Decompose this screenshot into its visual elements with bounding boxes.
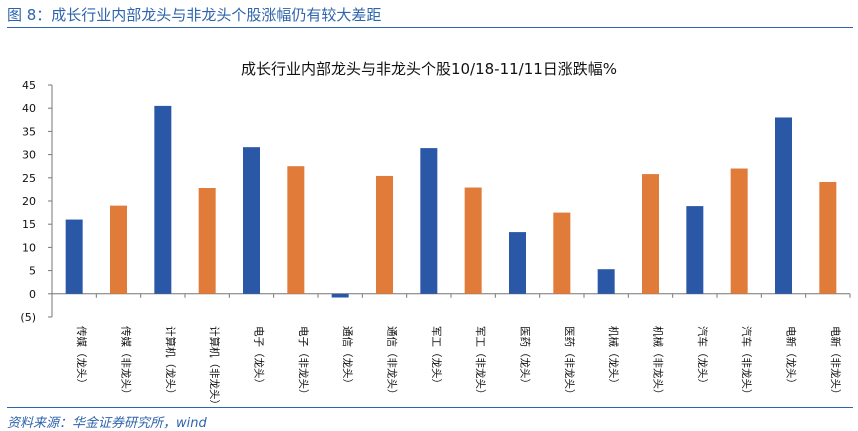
bar: [243, 147, 260, 294]
x-tick-label: 电子（非龙头）: [297, 326, 310, 400]
bar: [775, 117, 792, 294]
bar: [686, 206, 704, 294]
y-tick-label: 10: [22, 241, 36, 254]
x-tick-label: 电新（非龙头）: [829, 326, 842, 400]
bar: [110, 205, 127, 294]
bar: [509, 232, 526, 294]
source-divider: [7, 407, 853, 408]
y-tick-label: 35: [22, 125, 36, 138]
x-tick-label: 机械（非龙头）: [652, 326, 665, 400]
y-tick-label: 45: [22, 79, 36, 92]
bar: [642, 174, 659, 294]
bar: [597, 269, 615, 294]
source-note: 资料来源：华金证券研究所，wind: [7, 416, 207, 431]
y-tick-label: (5): [20, 311, 36, 324]
x-tick-label: 医药（非龙头）: [563, 326, 576, 400]
y-tick-label: 15: [22, 218, 36, 231]
x-tick-label: 汽车（龙头）: [696, 326, 709, 389]
y-tick-label: 0: [29, 288, 36, 301]
x-tick-label: 电新（龙头）: [785, 326, 798, 389]
bar: [65, 219, 83, 294]
bar: [464, 187, 482, 294]
bars: [65, 105, 837, 298]
x-tick-label: 传媒（龙头）: [75, 326, 88, 389]
x-axis-labels: 传媒（龙头） 传媒（非龙头） 计算机（龙头） 计算机（非龙头） 电子（龙头） 电子（非龙头…: [75, 293, 851, 410]
x-tick-label: 汽车（非龙头）: [740, 326, 753, 400]
y-tick-label: 5: [29, 265, 36, 278]
figure-title: 图 8：成长行业内部龙头与非龙头个股涨幅仍有较大差距: [7, 6, 382, 24]
bar: [154, 105, 172, 294]
y-tick-label: 30: [22, 149, 36, 162]
bar: [376, 175, 393, 294]
bar: [287, 166, 305, 294]
y-tick-label: 40: [22, 102, 36, 115]
bar: [198, 188, 216, 294]
y-tick-label: 20: [22, 195, 36, 208]
x-tick-label: 机械（龙头）: [607, 326, 620, 389]
y-tick-label: 25: [22, 172, 36, 185]
bar: [730, 168, 748, 294]
bar: [553, 212, 571, 294]
x-tick-label: 传媒（非龙头）: [120, 326, 133, 400]
x-tick-label: 计算机（龙头）: [164, 326, 177, 400]
x-tick-label: 计算机（非龙头）: [208, 326, 221, 410]
x-tick-label: 电子（龙头）: [253, 326, 266, 389]
bar: [819, 181, 837, 294]
bar: [420, 148, 438, 294]
x-tick-label: 通信（龙头）: [341, 326, 354, 389]
x-tick-label: 军工（非龙头）: [474, 326, 487, 400]
x-tick-label: 通信（非龙头）: [386, 326, 399, 400]
x-tick-label: 医药（龙头）: [519, 326, 532, 389]
title-underline: [7, 27, 853, 28]
x-tick-label: 军工（龙头）: [430, 326, 443, 389]
chart-title: 成长行业内部龙头与非龙头个股10/18-11/11日涨跌幅%: [240, 60, 618, 78]
bar: [331, 293, 349, 298]
